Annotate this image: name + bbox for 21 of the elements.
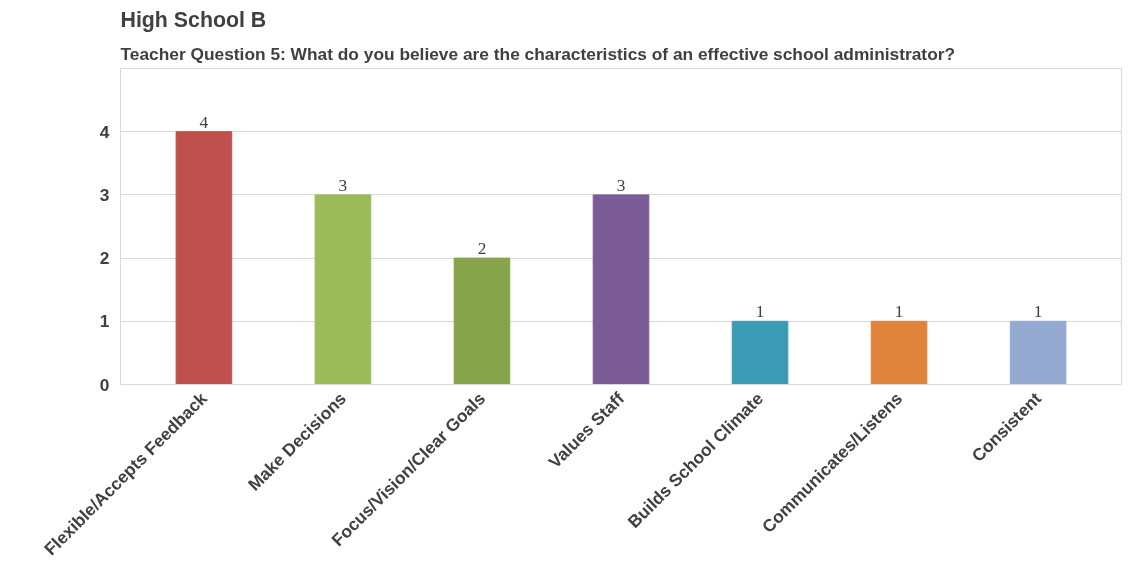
bar [453,257,511,385]
data-label: 1 [755,302,765,322]
bar [1009,320,1067,385]
y-tick-label: 0 [99,374,110,395]
y-tick-label: 1 [99,311,110,332]
y-tick-label: 3 [99,184,110,205]
y-tick-label: 4 [99,121,110,142]
bar [314,194,372,385]
bar [592,194,650,385]
data-label: 3 [338,175,348,195]
data-label: 3 [616,175,626,195]
chart-title: High School B [120,7,267,32]
data-label: 2 [477,239,487,259]
data-label: 4 [199,112,209,132]
bar [175,131,233,385]
y-tick-label: 2 [99,248,110,269]
chart-subtitle: Teacher Question 5: What do you believe are the characteristics of an effective school administrator? [120,43,956,64]
bar [731,320,789,385]
data-label: 1 [894,302,904,322]
bar [870,320,928,385]
data-label: 1 [1033,302,1043,322]
